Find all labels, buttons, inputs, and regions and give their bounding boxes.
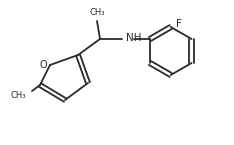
Text: O: O [39,60,47,70]
Text: CH₃: CH₃ [89,8,105,17]
Text: F: F [176,19,182,29]
Text: CH₃: CH₃ [11,90,26,99]
Text: NH: NH [126,33,142,43]
